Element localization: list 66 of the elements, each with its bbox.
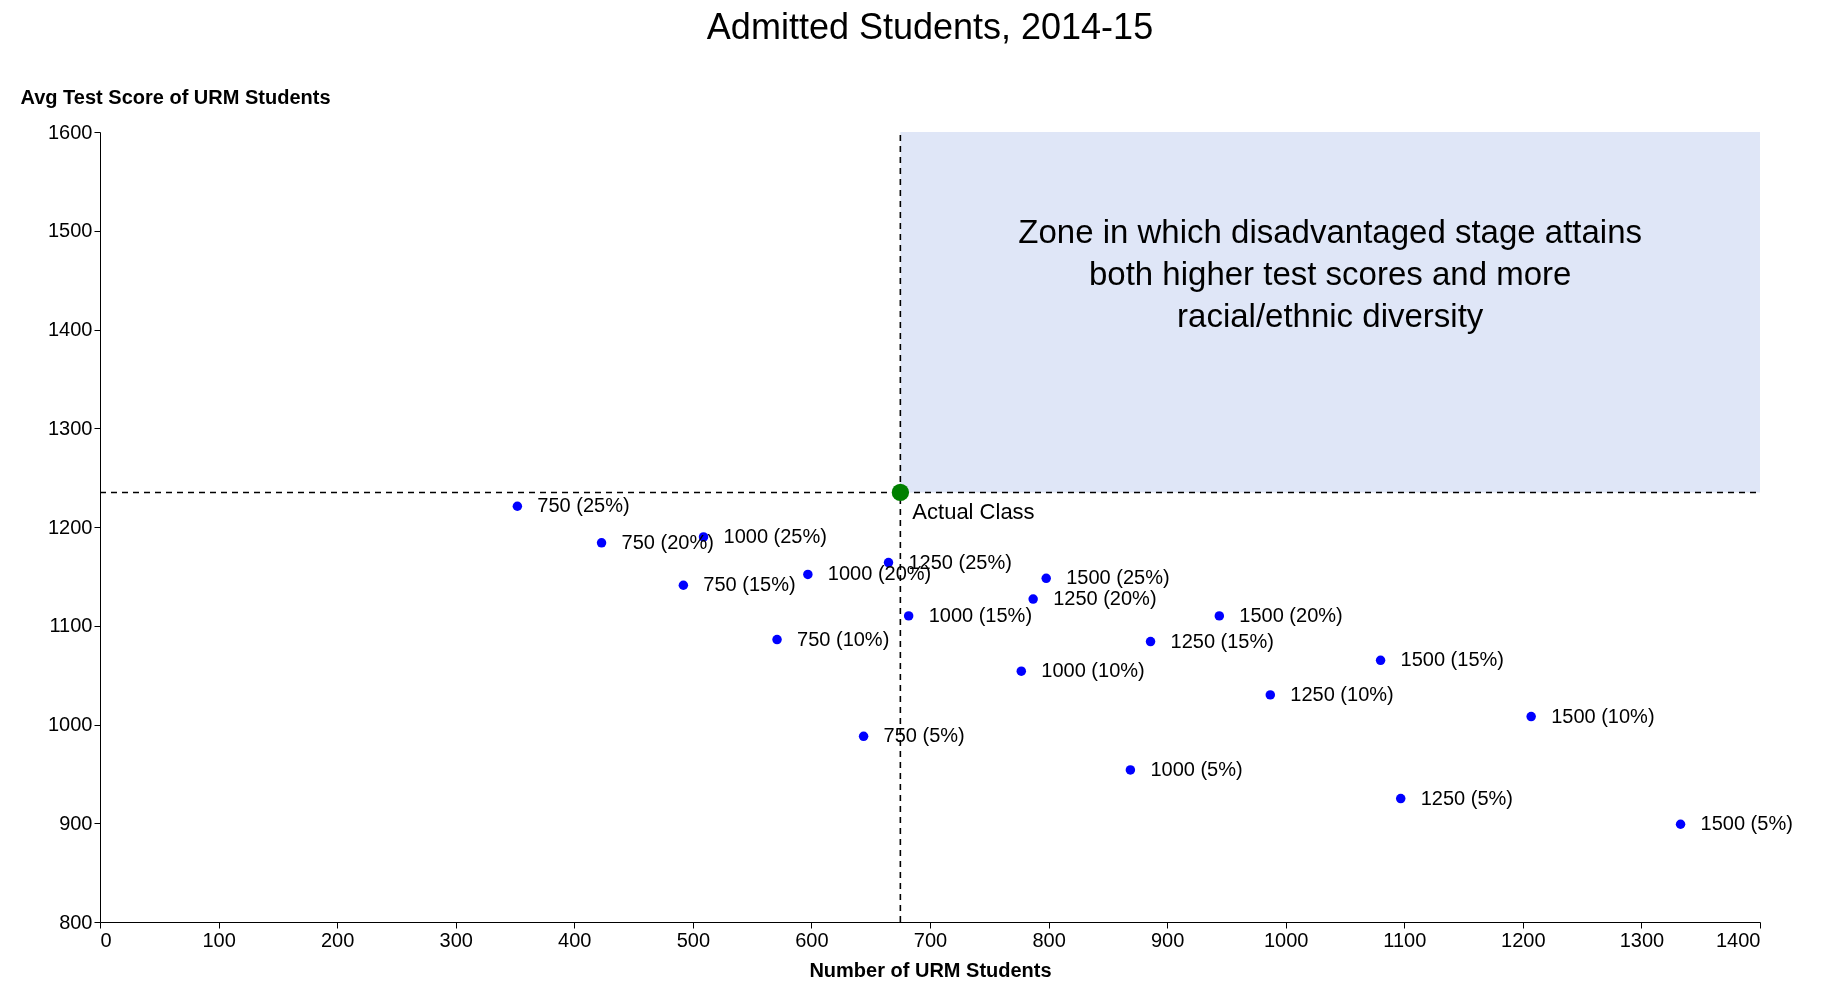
annotation: 1000 (15%) (928, 603, 1033, 626)
annotation: 750 (25%) (537, 494, 630, 517)
band-label: Zone in which disadvantaged stage attains both higher test scores and more racial/ethnic diversity (1018, 212, 1643, 334)
x-tick-label: 1100 (1383, 928, 1427, 951)
x-tick-label: 1400 (1716, 928, 1761, 951)
y-tick-label: 1600 (48, 120, 93, 143)
point (1016, 666, 1027, 676)
x-tick-label: 200 (320, 928, 355, 951)
point (596, 538, 607, 548)
point (1526, 711, 1536, 722)
y-axis-title: Avg Test Score of URM Students (20, 85, 331, 108)
annotation: 1250 (15%) (1170, 629, 1274, 652)
point (1265, 690, 1276, 700)
annotation: 1500 (15%) (1400, 648, 1504, 671)
x-tick-label: 400 (558, 928, 592, 951)
y-tick-label: 1000 (48, 713, 93, 735)
chart-title: Admitted Students, 2014-15 (706, 6, 1154, 47)
annotation: 1500 (5%) (1700, 812, 1793, 835)
point (772, 634, 782, 645)
annotation: 750 (20%) (621, 530, 714, 553)
point (1125, 765, 1136, 775)
y-tick-label: 1100 (49, 614, 93, 637)
annotation: 1250 (5%) (1420, 786, 1514, 809)
annotation: 1500 (10%) (1551, 704, 1655, 727)
annotation: 750 (10%) (797, 627, 890, 650)
annotation: 1250 (20%) (1053, 587, 1157, 610)
annotation: 1000 (5%) (1150, 757, 1243, 780)
x-tick-label: 100 (202, 928, 236, 951)
point (1028, 594, 1038, 604)
point (903, 611, 914, 621)
y-tick-label: 1500 (48, 219, 93, 242)
x-tick-label: 700 (913, 928, 948, 951)
x-tick-label: 900 (1150, 928, 1185, 951)
x-tick-label: 600 (795, 928, 829, 951)
series-label: Actual Class (912, 499, 1035, 525)
point (1041, 573, 1051, 584)
x-tick-label: 300 (439, 928, 473, 951)
x-tick-label: 800 (1032, 928, 1066, 951)
y-tick-label: 900 (59, 811, 93, 834)
annotation: 750 (15%) (703, 573, 796, 596)
x-tick-label: 500 (676, 928, 711, 951)
y-tick-label: 1200 (48, 515, 93, 538)
point (1395, 793, 1406, 804)
point (512, 501, 523, 511)
x-tick-label: 0 (100, 928, 112, 951)
y-tick-label: 800 (59, 910, 93, 933)
annotation: 1500 (25%) (1066, 566, 1170, 589)
point (1145, 636, 1156, 647)
annotation: 1250 (10%) (1290, 682, 1394, 705)
y-tick-label: 1400 (48, 318, 93, 340)
point (1375, 655, 1386, 666)
x-axis-title: Number of URM Students (809, 958, 1052, 981)
annotation: 1000 (10%) (1041, 659, 1145, 682)
x-tick-label: 1200 (1501, 928, 1546, 951)
point (891, 483, 910, 502)
point (803, 569, 813, 580)
point (1675, 819, 1686, 829)
x-tick-label: 1000 (1263, 928, 1309, 951)
x-tick-label: 1300 (1619, 928, 1665, 951)
annotation: 1500 (20%) (1239, 603, 1343, 626)
annotation: 750 (5%) (883, 724, 965, 747)
point (1214, 611, 1225, 621)
point (858, 731, 869, 742)
y-tick-label: 1300 (48, 416, 93, 439)
annotation: 1000 (25%) (723, 524, 827, 547)
point (678, 580, 689, 590)
